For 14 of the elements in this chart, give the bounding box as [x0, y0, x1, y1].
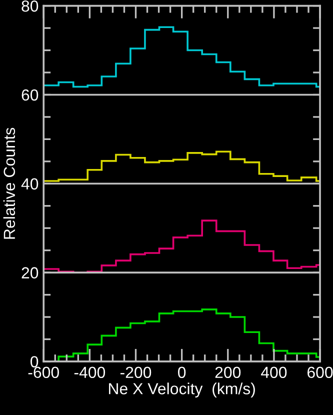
- x-axis-title: Ne X Velocity (km/s): [109, 382, 255, 398]
- x-tick-label: -600: [28, 366, 59, 378]
- y-tick-label: 60: [22, 89, 38, 101]
- y-tick-label: 20: [22, 267, 38, 278]
- x-tick-label: 600: [308, 366, 333, 378]
- x-tick-label: 200: [215, 366, 241, 378]
- x-tick-label: -200: [120, 366, 152, 378]
- y-axis-title: Relative Counts: [3, 128, 16, 239]
- y-tick-label: 40: [21, 178, 38, 190]
- x-tick-label: 400: [260, 366, 287, 378]
- x-tick-label: 0: [178, 366, 186, 378]
- y-tick-label: 0: [30, 356, 38, 368]
- x-tick-label: -400: [74, 366, 106, 378]
- y-tick-label: 80: [22, 0, 38, 12]
